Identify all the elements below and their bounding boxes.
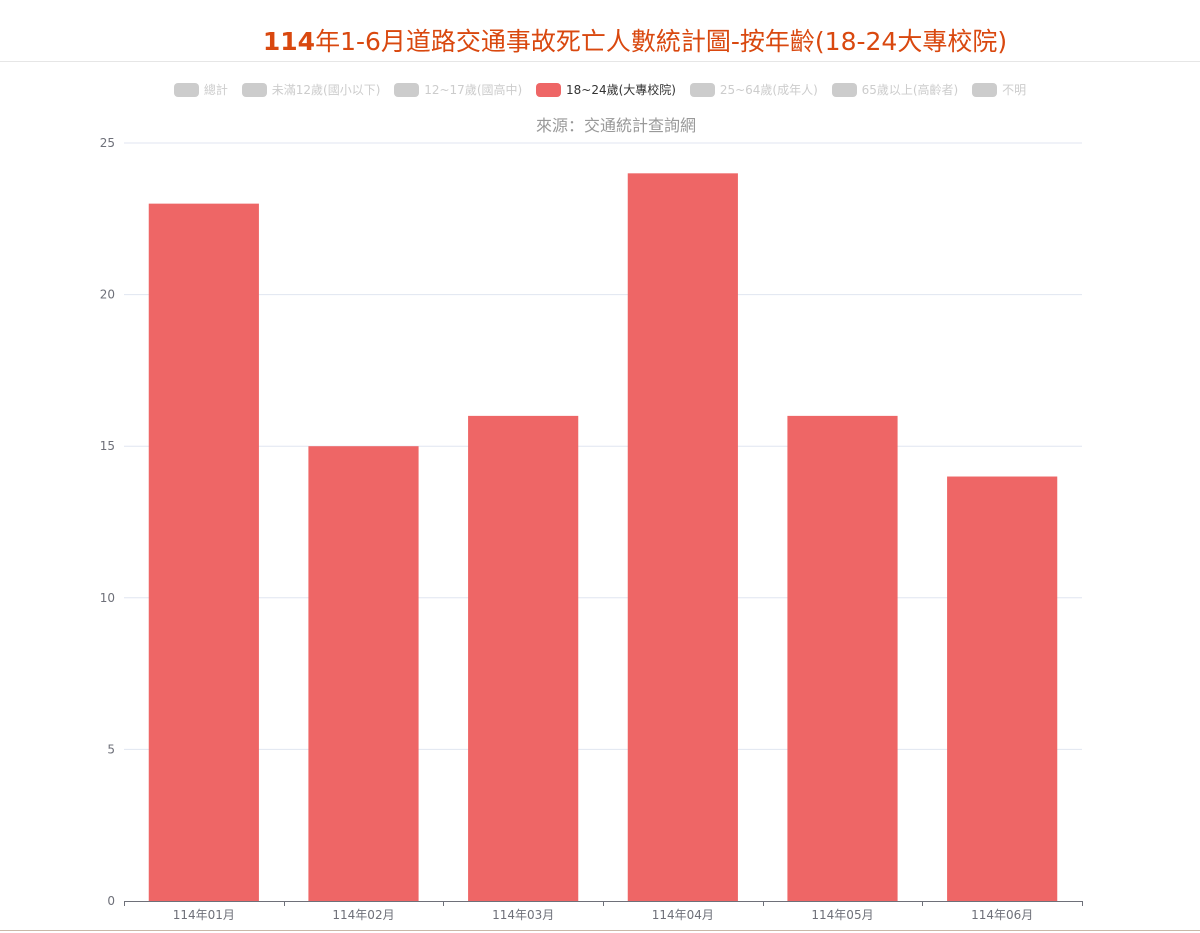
x-tick-label: 114年05月 (811, 908, 873, 922)
chart-title-year: 114 (262, 27, 316, 56)
bar (787, 415, 898, 901)
y-tick-label: 0 (107, 894, 115, 908)
legend-label: 不明 (1002, 83, 1027, 97)
x-tick-label: 114年06月 (971, 908, 1033, 922)
legend-swatch (394, 82, 420, 97)
legend-label: 12~17歲(國高中) (424, 83, 523, 97)
bar (468, 415, 579, 901)
legend-item-25-64[interactable]: 25~64歲(成年人) (689, 81, 818, 98)
bar (947, 476, 1058, 901)
x-tick-label: 114年01月 (173, 908, 235, 922)
legend-item-12-17[interactable]: 12~17歲(國高中) (394, 81, 522, 98)
bar (148, 203, 259, 901)
x-tick-label: 114年02月 (332, 908, 394, 922)
bottom-divider (0, 930, 1200, 931)
title-divider (0, 61, 1200, 62)
legend-label: 65歲以上(高齡者) (861, 83, 959, 97)
legend-swatch (173, 82, 199, 97)
legend-item-under-12[interactable]: 未滿12歲(國小以下) (241, 81, 381, 98)
legend-swatch (241, 82, 267, 97)
y-tick-label: 15 (100, 439, 115, 453)
legend-swatch (972, 82, 998, 97)
legend-item-unknown[interactable]: 不明 (972, 81, 1026, 98)
chart-title-rest: 年1-6月道路交通事故死亡人數統計圖-按年齡(18-24大專校院) (315, 27, 1008, 56)
legend-swatch (689, 82, 715, 97)
chart-source: 來源：交通統計查詢網 (535, 116, 696, 135)
legend-label: 25~64歲(成年人) (719, 83, 818, 97)
y-tick-label: 5 (107, 742, 115, 756)
bar (308, 446, 419, 901)
legend-label: 總計 (203, 83, 228, 97)
legend-item-65-plus[interactable]: 65歲以上(高齡者) (831, 81, 959, 98)
legend-label: 未滿12歲(國小以下) (271, 83, 381, 97)
x-tick-label: 114年03月 (492, 908, 554, 922)
legend-item-total[interactable]: 總計 (173, 81, 228, 98)
legend-swatch (831, 82, 857, 97)
chart-title: 114年1-6月道路交通事故死亡人數統計圖-按年齡(18-24大專校院) (0, 22, 1200, 58)
y-tick-label: 25 (100, 136, 115, 150)
legend-label: 18~24歲(大專校院) (566, 83, 676, 97)
y-tick-label: 20 (100, 288, 115, 302)
chart-legend: 總計 未滿12歲(國小以下) 12~17歲(國高中) 18~24歲(大專校院) … (0, 81, 1200, 98)
y-tick-label: 10 (100, 591, 115, 605)
bar (627, 173, 738, 901)
legend-swatch (536, 82, 562, 97)
x-tick-label: 114年04月 (652, 908, 714, 922)
legend-item-18-24[interactable]: 18~24歲(大專校院) (536, 81, 676, 98)
